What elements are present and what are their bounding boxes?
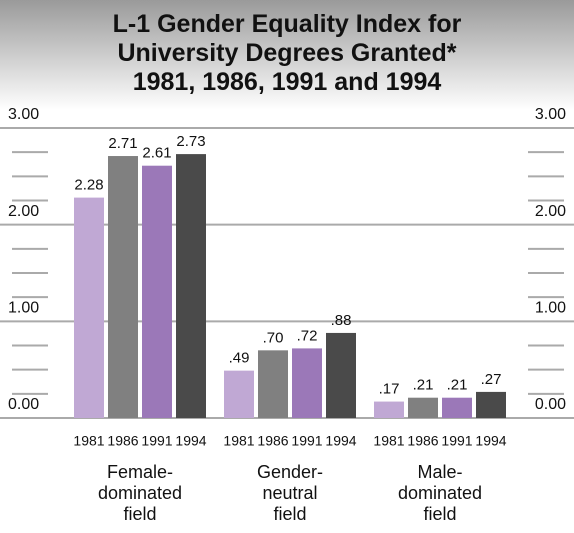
value-label: .21 [447, 377, 468, 394]
bar [142, 165, 172, 418]
y-tick-label: 1.00 [8, 300, 39, 317]
category-label: Female- dominated field [97, 462, 183, 524]
year-label: 1991 [291, 433, 322, 449]
y-tick-label: 0.00 [535, 396, 566, 413]
year-label: 1994 [475, 433, 506, 449]
year-label: 1981 [223, 433, 254, 449]
y-tick-label: 2.00 [8, 203, 39, 220]
year-label: 1981 [73, 433, 104, 449]
y-tick-label: 2.00 [535, 203, 566, 220]
y-tick-label: 0.00 [8, 396, 39, 413]
value-label: .70 [263, 329, 284, 346]
value-label: 2.28 [74, 177, 103, 194]
value-label: .88 [331, 312, 352, 329]
y-tick-label: 3.00 [8, 106, 39, 123]
year-label: 1986 [257, 433, 288, 449]
bar [224, 370, 254, 418]
year-label: 1994 [175, 433, 206, 449]
value-label: .21 [413, 377, 434, 394]
value-label: 2.73 [176, 133, 205, 150]
year-label: 1986 [407, 433, 438, 449]
bar [442, 397, 472, 418]
chart-title: L-1 Gender Equality Index for University… [0, 0, 574, 110]
value-label: 2.71 [108, 135, 137, 152]
bar [108, 156, 138, 419]
year-label: 1994 [325, 433, 356, 449]
value-label: .17 [379, 381, 400, 398]
y-tick-label: 1.00 [535, 300, 566, 317]
value-label: .72 [297, 327, 318, 344]
year-label: 1981 [373, 433, 404, 449]
bar [74, 197, 104, 418]
value-label: .49 [229, 350, 250, 367]
value-label: .27 [481, 371, 502, 388]
value-label: 2.61 [142, 145, 171, 162]
category-label: Male- dominated field [397, 462, 483, 524]
year-label: 1991 [141, 433, 172, 449]
bar [258, 350, 288, 418]
bar [476, 391, 506, 418]
y-tick-label: 3.00 [535, 106, 566, 123]
category-label: Gender- neutral field [256, 462, 324, 524]
year-label: 1986 [107, 433, 138, 449]
bar [326, 332, 356, 418]
bar [374, 401, 404, 418]
bar [292, 348, 322, 418]
year-label: 1991 [441, 433, 472, 449]
bar [408, 397, 438, 418]
bar [176, 154, 206, 418]
